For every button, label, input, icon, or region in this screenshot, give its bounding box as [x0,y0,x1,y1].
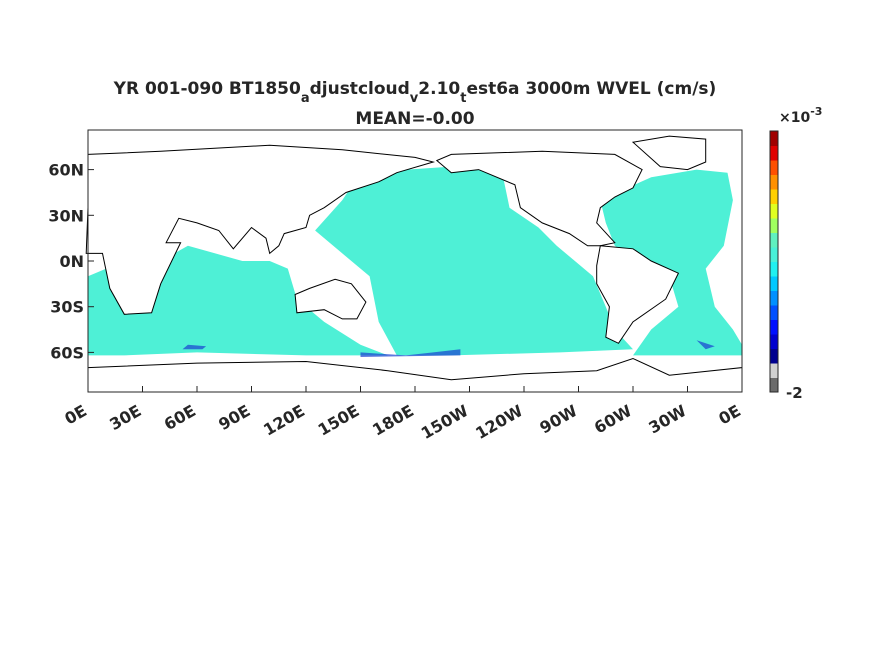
chart-title: YR 001-090 BT1850adjustcloudv2.10test6a … [113,79,717,106]
colorbar-segment [770,261,778,277]
title-part: t [460,91,466,106]
colorbar-segment [770,363,778,378]
field-anomaly [696,340,715,350]
colorbar-segment [770,189,778,204]
chart-subtitle: MEAN=-0.00 [355,109,474,129]
colorbar-segment [770,131,778,146]
exponent-power: -3 [810,105,822,118]
y-tick-label: 60N [48,161,84,180]
colorbar-segment [770,232,778,248]
colorbar-segment [770,334,778,349]
title-part: v [410,91,419,106]
ocean-field [315,166,633,356]
colorbar-segment [770,319,778,335]
ocean-field [600,169,742,356]
field-anomaly [182,344,207,350]
coastline [596,245,680,344]
title-part: 2.10 [418,79,460,99]
field-anomaly [360,349,461,357]
title-part: a [301,91,310,106]
colorbar-segment [770,305,778,320]
colorbar-segment [770,247,778,262]
map-area [85,135,743,393]
exponent-base: ×10 [779,110,810,126]
colorbar-segment [770,276,778,291]
coastline [294,278,367,320]
title-part: YR 001-090 BT1850 [113,79,301,99]
colorbar-segment [770,145,778,161]
coastline [631,135,707,171]
colorbar-frame [769,130,779,393]
coastline [85,144,436,315]
title-part: djustcloud [310,79,410,99]
y-tick-label: 30S [50,298,84,317]
colorbar-segment [770,218,778,233]
title-part: est6a 3000m WVEL (cm/s) [466,79,716,99]
colorbar-segment [770,290,778,306]
y-tick-label: 0N [59,252,84,271]
coastline [435,150,643,247]
colorbar-tick-label: -2 [786,384,803,402]
colorbar-segment [770,203,778,219]
colorbar-segment [770,174,778,190]
colorbar-exponent: ×10-3 [779,105,822,126]
colorbar-segment [770,377,778,393]
y-tick-label: 60S [50,343,84,362]
y-tick-label: 30N [48,206,84,225]
colorbar-segment [770,348,778,364]
colorbar-segment [770,160,778,175]
